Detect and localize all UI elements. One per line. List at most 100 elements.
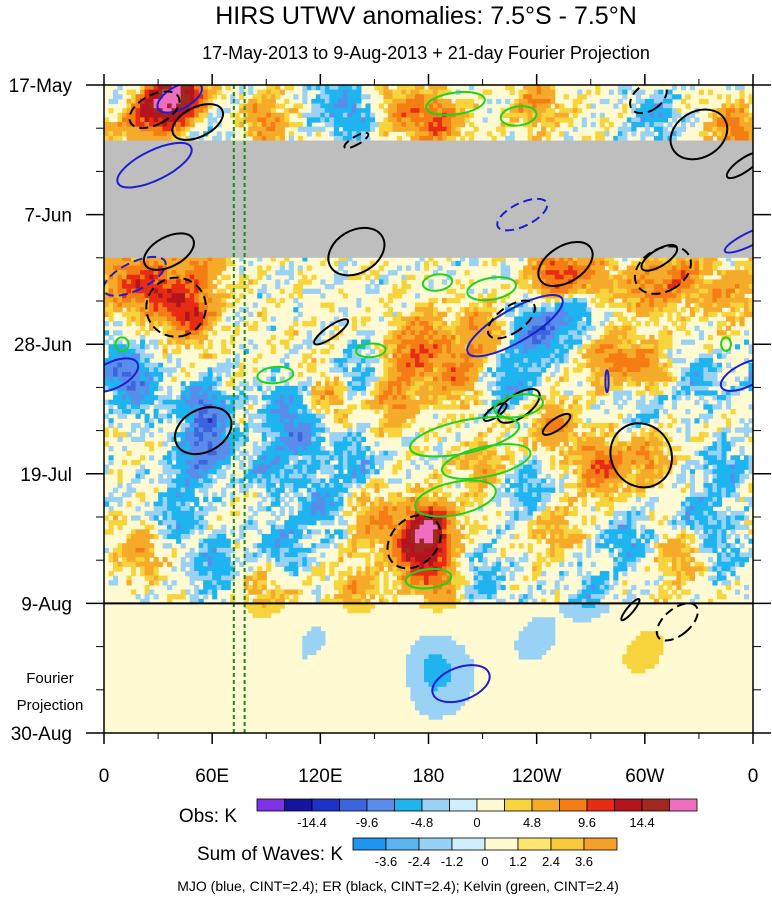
anomaly-cell — [653, 135, 659, 142]
anomaly-cell — [194, 334, 200, 341]
anomaly-cell — [500, 108, 506, 114]
anomaly-cell — [644, 265, 650, 271]
anomaly-cell — [252, 126, 258, 132]
anomaly-cell — [234, 122, 240, 128]
anomaly-cell — [446, 297, 452, 304]
anomaly-cell — [613, 367, 619, 373]
anomaly-cell — [644, 307, 650, 313]
anomaly-cell — [685, 103, 691, 109]
anomaly-cell — [680, 117, 686, 123]
anomaly-cell — [252, 135, 258, 142]
anomaly-cell — [297, 103, 303, 109]
anomaly-cell — [126, 316, 132, 322]
anomaly-cell — [266, 85, 272, 91]
anomaly-cell — [599, 98, 605, 105]
anomaly-cell — [153, 265, 159, 271]
anomaly-cell — [716, 131, 723, 137]
anomaly-cell — [433, 126, 439, 132]
anomaly-cell — [559, 274, 565, 280]
anomaly-cell — [577, 260, 583, 267]
anomaly-cell — [518, 330, 524, 336]
anomaly-cell — [685, 270, 691, 276]
anomaly-cell — [405, 94, 412, 100]
anomaly-cell — [423, 135, 430, 142]
anomaly-cell — [405, 344, 412, 350]
anomaly-cell — [275, 135, 281, 142]
anomaly-cell — [509, 307, 515, 313]
anomaly-cell — [527, 89, 533, 95]
anomaly-cell — [342, 112, 348, 118]
anomaly-cell — [126, 321, 132, 327]
anomaly-cell — [505, 367, 511, 373]
anomaly-cell — [442, 108, 448, 114]
anomaly-cell — [158, 362, 164, 368]
anomaly-cell — [261, 270, 267, 276]
anomaly-cell — [554, 256, 560, 262]
anomaly-cell — [392, 270, 398, 276]
anomaly-cell — [433, 117, 439, 123]
anomaly-cell — [649, 288, 655, 294]
anomaly-cell — [135, 307, 141, 313]
anomaly-cell — [626, 288, 632, 294]
anomaly-cell — [658, 339, 664, 345]
anomaly-cell — [104, 376, 110, 382]
anomaly-cell — [275, 284, 281, 290]
anomaly-cell — [342, 89, 348, 95]
anomaly-cell — [685, 316, 691, 322]
anomaly-cell — [608, 302, 614, 308]
anomaly-cell — [414, 330, 421, 336]
anomaly-cell — [275, 103, 281, 109]
anomaly-cell — [423, 362, 430, 368]
anomaly-cell — [676, 325, 682, 331]
anomaly-cell — [144, 108, 150, 114]
anomaly-cell — [302, 279, 308, 285]
anomaly-cell — [198, 103, 204, 109]
anomaly-cell — [667, 108, 673, 114]
anomaly-cell — [590, 371, 596, 378]
anomaly-cell — [171, 265, 177, 271]
anomaly-cell — [586, 334, 592, 341]
anomaly-cell — [437, 381, 443, 387]
anomaly-cell — [694, 117, 700, 123]
anomaly-cell — [315, 85, 321, 91]
anomaly-cell — [518, 376, 524, 382]
anomaly-cell — [622, 334, 628, 341]
anomaly-cell — [568, 122, 574, 128]
anomaly-cell — [608, 279, 614, 285]
anomaly-cell — [680, 358, 686, 364]
anomaly-cell — [365, 358, 371, 364]
anomaly-cell — [243, 131, 249, 137]
anomaly-cell — [617, 339, 623, 345]
anomaly-cell — [550, 117, 556, 123]
anomaly-cell — [482, 334, 488, 341]
anomaly-cell — [734, 112, 741, 118]
anomaly-cell — [405, 117, 412, 123]
anomaly-cell — [207, 288, 213, 294]
anomaly-cell — [126, 112, 132, 118]
anomaly-cell — [284, 117, 290, 123]
anomaly-cell — [149, 112, 155, 118]
anomaly-cell — [234, 284, 240, 290]
anomaly-cell — [572, 126, 578, 132]
anomaly-cell — [464, 103, 470, 109]
anomaly-cell — [725, 311, 732, 318]
anomaly-cell — [122, 260, 128, 267]
anomaly-cell — [185, 311, 191, 318]
anomaly-cell — [743, 288, 750, 294]
anomaly-cell — [212, 316, 218, 322]
anomaly-cell — [396, 293, 403, 299]
anomaly-cell — [662, 112, 668, 118]
anomaly-cell — [198, 265, 204, 271]
anomaly-cell — [126, 108, 132, 114]
anomaly-cell — [716, 108, 723, 114]
anomaly-cell — [108, 334, 114, 341]
anomaly-cell — [153, 260, 159, 267]
anomaly-cell — [703, 344, 709, 350]
anomaly-cell — [338, 321, 344, 327]
anomaly-cell — [117, 358, 123, 364]
anomaly-cell — [401, 85, 407, 91]
anomaly-cell — [207, 302, 213, 308]
anomaly-cell — [275, 85, 281, 91]
anomaly-cell — [221, 325, 227, 331]
anomaly-cell — [478, 293, 484, 299]
